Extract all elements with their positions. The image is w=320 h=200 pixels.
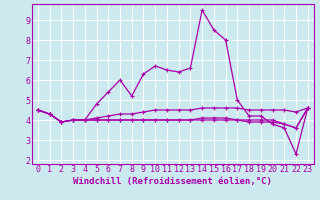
X-axis label: Windchill (Refroidissement éolien,°C): Windchill (Refroidissement éolien,°C): [73, 177, 272, 186]
